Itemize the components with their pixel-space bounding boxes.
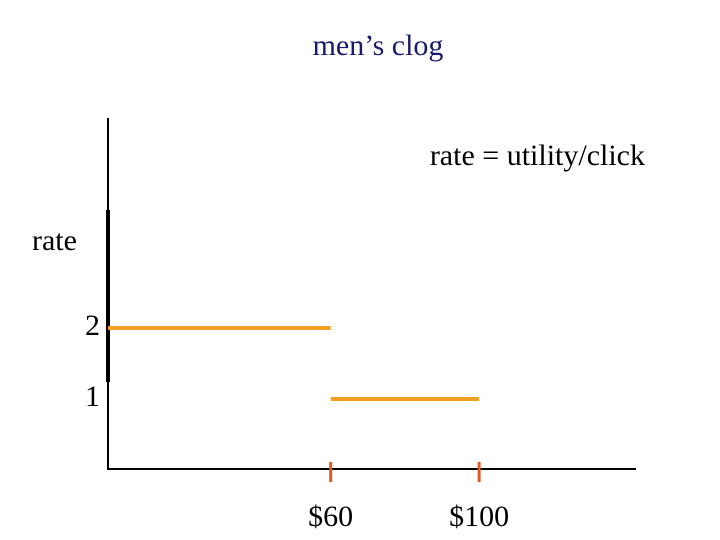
x-tick-label: $60 [308,500,353,533]
annotation: rate = utility/click [430,139,645,172]
y-tick-label: 2 [85,309,100,342]
y-tick-label: 1 [85,380,100,413]
chart-title: men’s clog [313,29,444,62]
x-tick-label: $100 [449,500,509,533]
y-axis-label: rate [32,224,77,257]
